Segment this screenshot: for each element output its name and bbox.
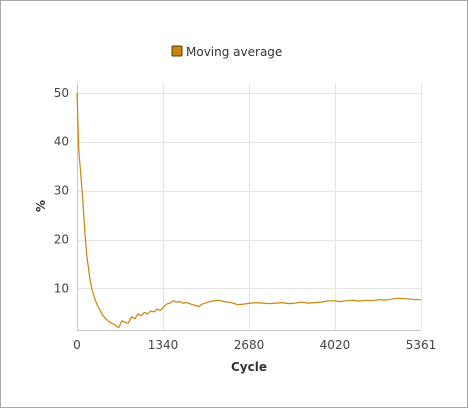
- y-tick-label: 20: [54, 233, 69, 247]
- x-tick-label: 0: [73, 338, 81, 352]
- x-tick-label: 5361: [406, 338, 437, 352]
- tick-labels: 0 1340 2680 4020 5361 10 20 30 40 50: [54, 86, 437, 352]
- legend[interactable]: Moving average: [171, 45, 282, 59]
- series-layer: [76, 92, 421, 329]
- x-tick-label: 1340: [148, 338, 179, 352]
- y-axis-title: %: [34, 200, 48, 212]
- y-tick-label: 10: [54, 281, 69, 295]
- legend-label-moving-average: Moving average: [186, 45, 282, 59]
- legend-swatch-moving-average: [171, 45, 183, 57]
- x-tick-label: 4020: [320, 338, 351, 352]
- y-tick-label: 40: [54, 135, 69, 149]
- x-axis-title: Cycle: [231, 360, 267, 374]
- x-tick-label: 2680: [234, 338, 265, 352]
- grid-lines: [77, 83, 422, 330]
- series-line-0: [76, 92, 421, 329]
- y-tick-label: 50: [54, 86, 69, 100]
- y-tick-label: 30: [54, 184, 69, 198]
